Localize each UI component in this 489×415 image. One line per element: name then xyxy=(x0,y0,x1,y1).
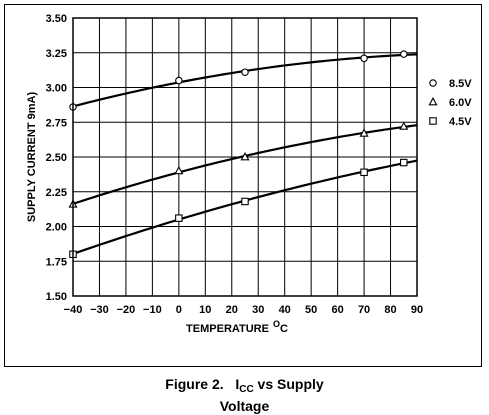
y-tick-label: 2.75 xyxy=(46,117,67,129)
legend-label: 8.5V xyxy=(449,78,472,90)
x-tick-label: 0 xyxy=(176,304,182,316)
legend-marker-circle xyxy=(429,79,437,87)
x-axis-degree-sup: O xyxy=(273,319,280,329)
x-axis-title-text: TEMPERATURE xyxy=(186,323,269,335)
data-point-4.5V xyxy=(400,158,408,167)
figure-frame xyxy=(4,4,482,367)
data-point-4.5V xyxy=(241,197,249,206)
y-tick-label: 1.75 xyxy=(46,256,67,268)
caption-icc-sub: CC xyxy=(239,384,254,395)
x-tick-label: 10 xyxy=(199,304,211,316)
x-tick-label: 80 xyxy=(384,304,396,316)
legend-label: 4.5V xyxy=(449,116,472,128)
data-point-6.0V xyxy=(240,152,250,161)
y-tick-label: 3.00 xyxy=(46,83,67,95)
x-tick-label: −10 xyxy=(143,304,162,316)
data-point-6.0V xyxy=(174,165,184,175)
y-tick-label: 2.00 xyxy=(46,222,67,234)
y-tick-label: 3.25 xyxy=(46,48,67,60)
x-tick-label: −40 xyxy=(64,304,83,316)
caption-icc: I xyxy=(235,376,240,392)
legend-marker-square xyxy=(429,117,437,125)
x-tick-label: 70 xyxy=(358,304,370,316)
plot-border xyxy=(72,17,418,297)
data-point-6.0V xyxy=(399,121,409,130)
y-tick-label: 1.50 xyxy=(46,291,67,303)
x-tick-label: 90 xyxy=(411,304,423,316)
y-axis-title: SUPPLY CURRENT 9mA) xyxy=(26,92,38,223)
legend-marker-triangle xyxy=(428,97,438,106)
caption-line-1: Figure 2. ICC vs Supply xyxy=(0,376,489,398)
data-point-8.5V xyxy=(360,54,368,63)
y-tick-label: 3.50 xyxy=(46,13,67,25)
series-line-8.5V xyxy=(72,53,418,108)
legend-label: 6.0V xyxy=(449,97,472,109)
x-tick-label: −20 xyxy=(117,304,136,316)
data-point-4.5V xyxy=(360,168,368,177)
data-markers xyxy=(68,50,409,259)
caption-prefix: Figure 2. xyxy=(165,376,224,392)
y-tick-label: 2.25 xyxy=(46,187,67,199)
x-tick-label: 40 xyxy=(279,304,291,316)
legend: 8.5V 6.0V 4.5V xyxy=(428,78,472,128)
data-point-6.0V xyxy=(359,128,369,137)
data-point-8.5V xyxy=(241,68,249,76)
x-axis-title: TEMPERATURE OC xyxy=(186,319,288,335)
x-tick-label: −30 xyxy=(90,304,109,316)
x-tick-label: 50 xyxy=(305,304,317,316)
x-tick-label: 20 xyxy=(226,304,238,316)
figure-caption: Figure 2. ICC vs Supply Voltage xyxy=(0,376,489,415)
y-tick-labels: 1.50 1.75 2.00 2.25 2.50 2.75 3.00 3.25 3.50 xyxy=(46,13,67,303)
caption-line-2: Voltage xyxy=(219,398,270,414)
grid xyxy=(72,17,418,297)
data-point-8.5V xyxy=(400,50,408,58)
data-point-4.5V xyxy=(175,214,183,222)
x-tick-label: 60 xyxy=(331,304,343,316)
x-axis-unit: C xyxy=(280,323,288,335)
caption-suffix: vs Supply xyxy=(253,376,324,392)
y-tick-label: 2.50 xyxy=(46,152,67,164)
data-point-8.5V xyxy=(175,76,183,85)
x-tick-labels: −40 −30 −20 −10 0 10 20 30 40 50 60 70 80 90 xyxy=(64,304,423,316)
x-tick-label: 30 xyxy=(252,304,264,316)
